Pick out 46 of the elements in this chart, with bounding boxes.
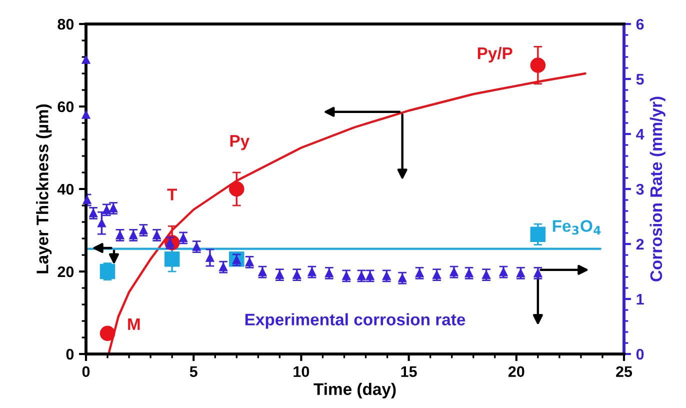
y2-tick-label: 1 bbox=[636, 294, 644, 305]
point bbox=[530, 58, 546, 73]
y-axis-title: Layer Thickness (µm) bbox=[36, 104, 52, 274]
annotation: Py/P bbox=[478, 46, 512, 62]
x-axis-title: Time (day) bbox=[314, 382, 396, 398]
x-tick-label: 5 bbox=[190, 366, 198, 378]
y2-tick-label: 6 bbox=[636, 18, 644, 30]
point bbox=[82, 110, 90, 119]
text: Experimental corrosion rate bbox=[245, 313, 466, 329]
point bbox=[129, 231, 138, 240]
annotation: Py bbox=[230, 135, 250, 150]
point bbox=[206, 254, 214, 262]
y-tick-label: 20 bbox=[58, 266, 74, 278]
point bbox=[116, 231, 124, 240]
point bbox=[100, 326, 116, 342]
point bbox=[482, 270, 490, 279]
x-tick-label: 15 bbox=[401, 366, 417, 378]
point bbox=[229, 181, 244, 197]
y2-axis-title: Corrosion Rate (mm/yr) bbox=[650, 96, 666, 282]
annotation: M bbox=[128, 318, 140, 330]
x-tick-label: 25 bbox=[616, 366, 632, 378]
point bbox=[530, 226, 546, 242]
point bbox=[98, 218, 106, 228]
point bbox=[276, 270, 284, 279]
x-tick-label: 10 bbox=[294, 366, 310, 378]
point bbox=[192, 242, 201, 251]
y2-tick-label: 5 bbox=[636, 74, 644, 85]
y-tick-label: 0 bbox=[66, 348, 74, 360]
y-tick-label: 40 bbox=[57, 184, 74, 195]
point bbox=[82, 56, 90, 64]
point bbox=[139, 226, 148, 234]
y-tick-label: 80 bbox=[58, 18, 74, 30]
x-tick-label: 20 bbox=[508, 366, 524, 378]
point bbox=[100, 264, 116, 280]
point bbox=[432, 270, 441, 279]
annotation: T bbox=[167, 188, 177, 200]
point bbox=[292, 270, 302, 279]
point bbox=[152, 231, 161, 240]
annotation: Fe$_{3}$O$_{4}$ bbox=[552, 220, 601, 235]
y2-tick-label: 0 bbox=[636, 348, 644, 360]
y2-tick-label: 2 bbox=[636, 238, 644, 250]
y-tick-label: 60 bbox=[58, 101, 74, 112]
y2-tick-label: 3 bbox=[636, 184, 644, 195]
y2-tick-label: 4 bbox=[636, 129, 644, 140]
point bbox=[164, 251, 180, 267]
x-tick-label: 0 bbox=[82, 366, 90, 378]
